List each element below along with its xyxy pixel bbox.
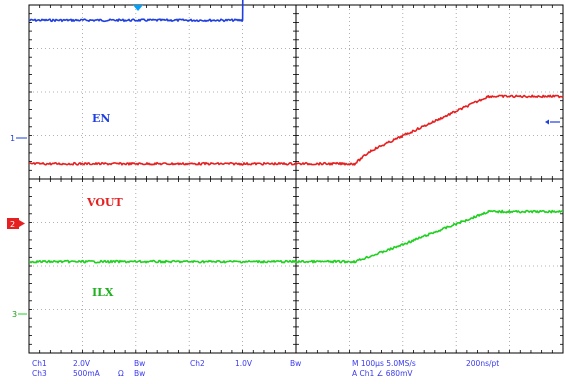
ch3-scale: 500mA — [73, 369, 101, 378]
ch2-marker-label: 2 — [10, 220, 15, 229]
trace-ilx — [28, 209, 564, 264]
graticule — [28, 4, 564, 354]
ch3-bw: Bw — [134, 369, 145, 378]
ch1-bw: Bw — [134, 359, 145, 368]
trigger-readout: A Ch1 ∠ 680mV — [352, 369, 413, 378]
ch3-label: Ch3 — [32, 369, 47, 378]
ch3-unit: Ω — [118, 369, 124, 378]
series-label-vout: VOUT — [86, 196, 124, 209]
ch1-marker-label: 1 — [10, 134, 15, 143]
trigger-position-marker — [133, 5, 143, 11]
ch2-bw: Bw — [290, 359, 301, 368]
ch1-ground-marker: 1 — [10, 134, 27, 143]
waveform-traces — [28, 0, 564, 264]
series-label-en: EN — [92, 112, 110, 125]
timebase-readout: M 100μs 5.0MS/s — [352, 359, 416, 368]
ch2-label: Ch2 — [190, 359, 205, 368]
scope-readout: Ch1 2.0V Bw Ch2 1.0V Bw M 100μs 5.0MS/s … — [32, 359, 499, 378]
trace-vout — [29, 94, 564, 166]
ch3-ground-marker: 3 — [12, 310, 27, 319]
trace-en — [28, 0, 244, 23]
ch1-label: Ch1 — [32, 359, 47, 368]
trigger-level-arrow — [545, 119, 560, 125]
ch3-marker-label: 3 — [12, 310, 17, 319]
sample-interval-readout: 200ns/pt — [466, 359, 499, 368]
series-label-ilx: ILX — [92, 286, 114, 299]
ch2-scale: 1.0V — [235, 359, 253, 368]
ch1-scale: 2.0V — [73, 359, 91, 368]
ch2-ground-marker: 2 — [7, 218, 25, 229]
